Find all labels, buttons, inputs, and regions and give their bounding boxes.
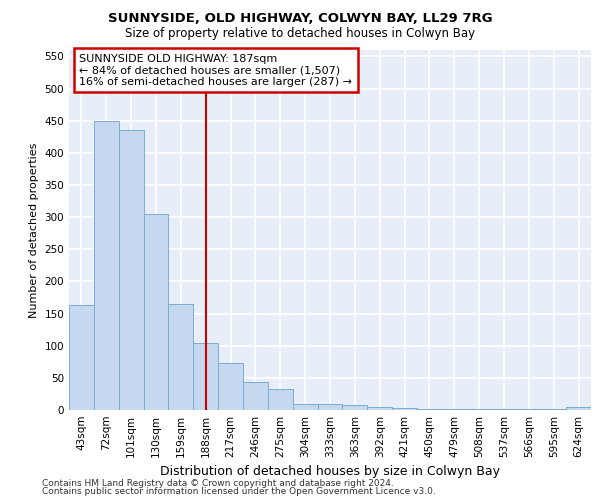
Bar — [541, 408, 566, 410]
Bar — [293, 404, 317, 410]
Bar — [243, 382, 268, 410]
Text: SUNNYSIDE OLD HIGHWAY: 187sqm
← 84% of detached houses are smaller (1,507)
16% o: SUNNYSIDE OLD HIGHWAY: 187sqm ← 84% of d… — [79, 54, 352, 87]
Text: Size of property relative to detached houses in Colwyn Bay: Size of property relative to detached ho… — [125, 28, 475, 40]
Bar — [517, 408, 541, 410]
Text: Contains HM Land Registry data © Crown copyright and database right 2024.: Contains HM Land Registry data © Crown c… — [42, 478, 394, 488]
Bar — [343, 405, 367, 410]
Text: Contains public sector information licensed under the Open Government Licence v3: Contains public sector information licen… — [42, 487, 436, 496]
Bar — [317, 404, 343, 410]
Bar — [491, 408, 517, 410]
Text: SUNNYSIDE, OLD HIGHWAY, COLWYN BAY, LL29 7RG: SUNNYSIDE, OLD HIGHWAY, COLWYN BAY, LL29… — [107, 12, 493, 26]
Bar — [193, 342, 218, 410]
Bar — [392, 408, 417, 410]
Bar — [119, 130, 143, 410]
Bar — [268, 389, 293, 410]
Bar — [143, 214, 169, 410]
X-axis label: Distribution of detached houses by size in Colwyn Bay: Distribution of detached houses by size … — [160, 466, 500, 478]
Bar — [169, 304, 193, 410]
Bar — [218, 363, 243, 410]
Bar — [442, 408, 467, 410]
Bar — [94, 120, 119, 410]
Y-axis label: Number of detached properties: Number of detached properties — [29, 142, 39, 318]
Bar — [467, 408, 491, 410]
Bar — [417, 408, 442, 410]
Bar — [69, 305, 94, 410]
Bar — [566, 408, 591, 410]
Bar — [367, 407, 392, 410]
